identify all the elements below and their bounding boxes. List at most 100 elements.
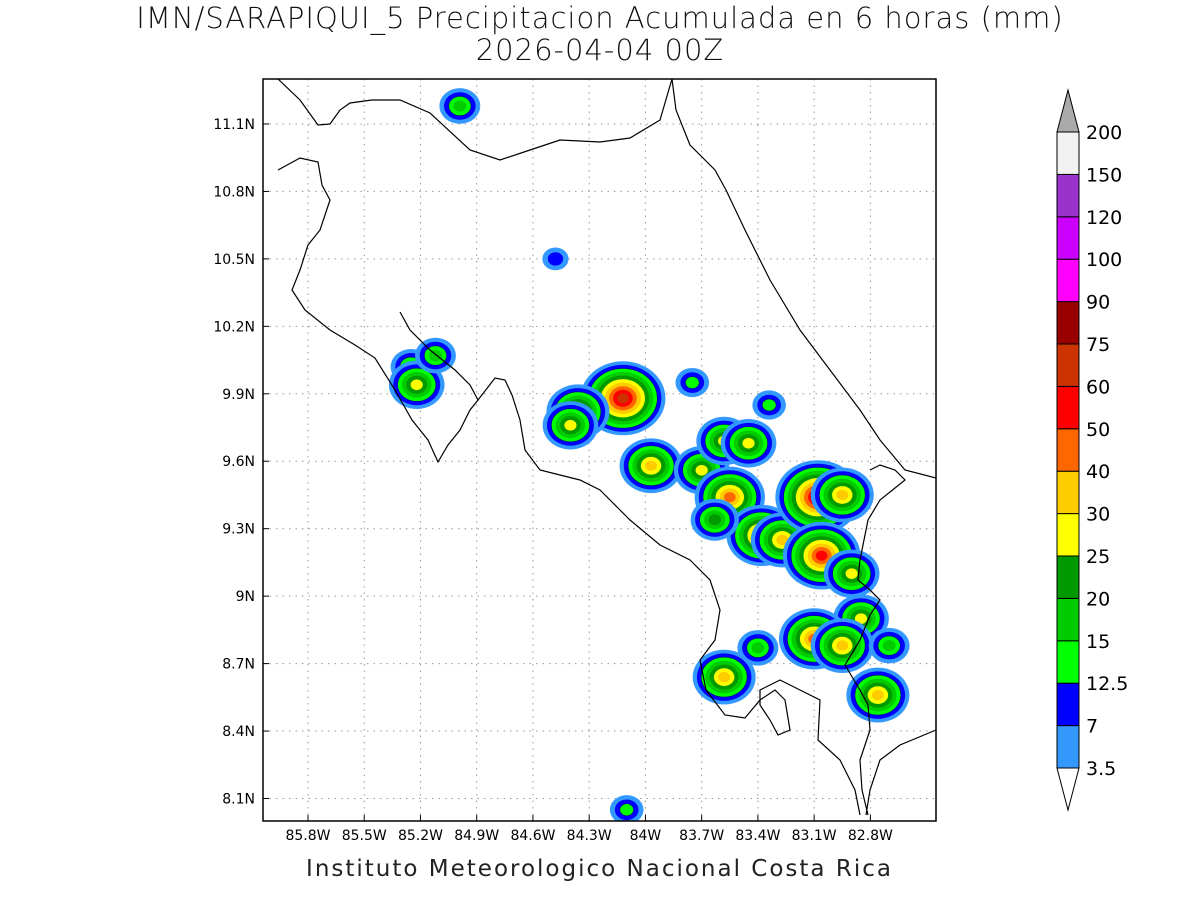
precip-cell xyxy=(846,667,910,723)
colorbar-swatch xyxy=(1056,597,1080,642)
nicoya-pacific-coast xyxy=(277,157,479,464)
colorbar-level-label: 30 xyxy=(1086,504,1110,526)
precip-contour xyxy=(836,640,849,651)
lat-tick-label: 10.2N xyxy=(213,319,255,335)
lon-tick-label: 83.1W xyxy=(792,828,837,844)
precip-cell xyxy=(609,795,644,821)
colorbar-level-label: 7 xyxy=(1086,716,1098,738)
precip-cell xyxy=(619,438,683,494)
lat-tick-label: 8.1N xyxy=(222,792,255,808)
colorbar-level-label: 50 xyxy=(1086,419,1110,441)
precip-cell xyxy=(414,337,456,374)
lon-tick-label: 85.2W xyxy=(398,828,443,844)
precip-contour xyxy=(685,376,700,389)
lat-tick-label: 8.4N xyxy=(222,724,255,740)
colorbar-level-label: 120 xyxy=(1086,207,1122,229)
map-title: IMN/SARAPIQUI_5 Precipitacion Acumulada … xyxy=(136,1,1064,35)
precip-cell xyxy=(782,521,861,590)
colorbar-level-label: 40 xyxy=(1086,461,1110,483)
lat-tick-label: 10.8N xyxy=(213,184,255,200)
precip-cell xyxy=(675,367,710,398)
precip-cell xyxy=(542,401,599,450)
colorbar-min-arrow xyxy=(1056,767,1080,812)
colorbar-swatch xyxy=(1056,725,1080,769)
precip-contour xyxy=(742,437,755,449)
gulf-coast xyxy=(477,377,861,816)
precip-contour xyxy=(718,671,731,683)
precip-contour xyxy=(854,613,868,624)
map-footer-credit: Instituto Meteorologico Nacional Costa R… xyxy=(306,856,893,882)
precip-contour xyxy=(617,393,629,404)
lat-tick-label: 9.6N xyxy=(222,454,255,470)
colorbar-swatch xyxy=(1056,343,1080,387)
precip-cell xyxy=(868,627,910,664)
precip-contour xyxy=(882,639,896,652)
colorbar-level-label: 150 xyxy=(1086,164,1122,186)
lon-tick-label: 85.8W xyxy=(285,828,330,844)
colorbar-swatch xyxy=(1056,640,1080,684)
lat-tick-label: 11.1N xyxy=(213,117,255,133)
precip-contour xyxy=(453,100,467,112)
colorbar-swatch xyxy=(1056,131,1080,175)
colorbar-level-label: 3.5 xyxy=(1086,758,1116,780)
lon-tick-label: 84W xyxy=(630,828,662,844)
colorbar-level-label: 15 xyxy=(1086,631,1110,653)
lon-tick-label: 83.4W xyxy=(735,828,780,844)
map-subtitle: 2026-04-04 00Z xyxy=(475,33,725,67)
colorbar-legend: 3.5 7 12.5 15 20 25 30 40 50 60 75 90 100 120 150 200 xyxy=(1056,88,1128,812)
precip-contour xyxy=(761,398,777,412)
precip-contour xyxy=(708,514,722,526)
coastline-nicaragua-lake xyxy=(277,79,673,161)
precipitation-field xyxy=(388,88,910,821)
latitude-labels: 11.1N 10.8N 10.5N 10.2N 9.9N 9.6N 9.3N 9N 8.7N 8.… xyxy=(213,117,255,808)
map-gridlines xyxy=(263,79,936,821)
lon-tick-label: 84.9W xyxy=(454,828,499,844)
colorbar-swatch xyxy=(1056,513,1080,557)
lon-tick-label: 83.7W xyxy=(679,828,724,844)
precip-cell xyxy=(720,419,777,468)
panama-border xyxy=(844,464,906,816)
lat-tick-label: 9N xyxy=(236,589,255,605)
colorbar-swatch xyxy=(1056,173,1080,218)
colorbar-level-label: 25 xyxy=(1086,546,1110,568)
precip-cell xyxy=(690,498,739,541)
precip-contour xyxy=(428,349,442,362)
colorbar-swatch xyxy=(1056,470,1080,515)
colorbar-level-label: 12.5 xyxy=(1086,673,1128,695)
colorbar-swatch xyxy=(1056,682,1080,727)
colorbar-level-label: 90 xyxy=(1086,292,1110,314)
map-frame xyxy=(262,78,937,822)
precip-contour xyxy=(751,642,765,654)
lat-tick-label: 10.5N xyxy=(213,252,255,268)
lat-tick-label: 9.9N xyxy=(222,387,255,403)
precip-cell xyxy=(737,630,779,666)
colorbar-level-label: 100 xyxy=(1086,249,1122,271)
precip-contour xyxy=(815,550,828,561)
coastline-borders xyxy=(277,79,936,816)
lon-tick-label: 85.5W xyxy=(342,828,387,844)
colorbar-swatch xyxy=(1056,301,1080,345)
lon-tick-label: 84.6W xyxy=(510,828,555,844)
precip-contour xyxy=(645,460,658,471)
colorbar-swatch xyxy=(1056,258,1080,303)
colorbar-level-label: 75 xyxy=(1086,334,1110,356)
colorbar-max-arrow xyxy=(1056,88,1080,133)
lat-tick-label: 8.7N xyxy=(222,657,255,673)
burica-coast xyxy=(865,729,936,816)
colorbar-level-label: 200 xyxy=(1086,122,1122,144)
precip-contour xyxy=(776,534,789,546)
longitude-labels: 85.8W 85.5W 85.2W 84.9W 84.6W 84.3W 84W 83.7W 83… xyxy=(285,828,893,844)
caribbean-coast xyxy=(671,79,936,479)
precip-contour xyxy=(695,464,708,476)
precip-cell xyxy=(692,649,756,705)
precip-cell xyxy=(439,88,481,124)
precip-cell xyxy=(752,390,786,420)
lon-tick-label: 84.3W xyxy=(567,828,612,844)
precip-contour xyxy=(723,492,736,503)
precip-cell xyxy=(542,247,569,271)
precip-contour xyxy=(547,252,564,266)
precip-contour xyxy=(845,568,858,579)
colorbar-swatch xyxy=(1056,385,1080,430)
precip-contour xyxy=(619,803,634,817)
